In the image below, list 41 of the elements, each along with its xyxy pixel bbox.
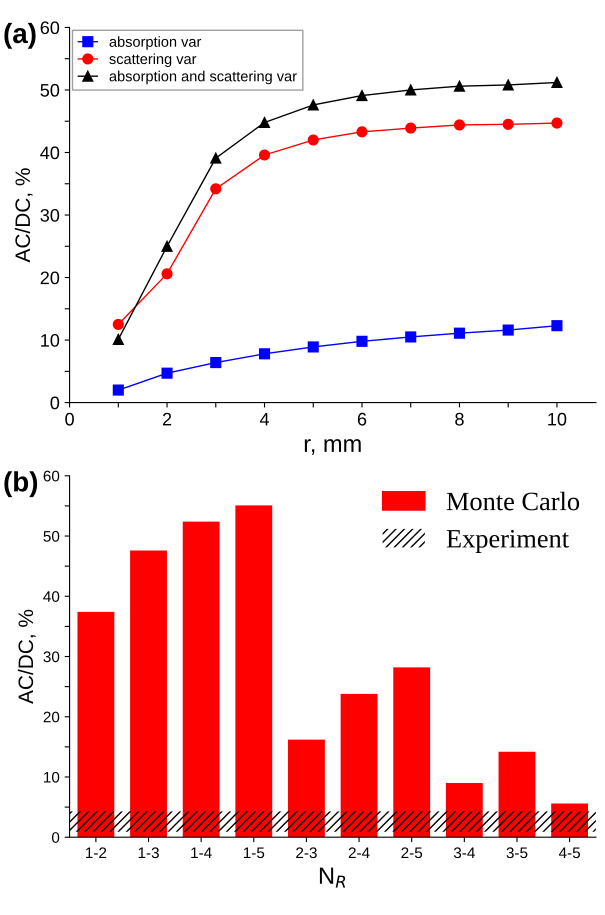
y-axis-title: AC/DC, % — [14, 168, 33, 262]
legend-label: Monte Carlo — [446, 492, 580, 510]
x-tick-label: 6 — [358, 412, 366, 426]
text: (b) — [4, 471, 38, 498]
legend-label: scattering var — [109, 53, 196, 68]
x-tick-label: 2 — [162, 412, 172, 426]
y-axis-title: AC/DC, % — [18, 610, 36, 704]
x-tick-label: 10 — [548, 412, 566, 426]
x-tick-label: 0 — [65, 412, 74, 426]
legend-label: absorption and scattering var — [110, 70, 297, 84]
x-tick-label: 2-4 — [348, 847, 370, 858]
x-tick-label: 1-3 — [138, 847, 159, 858]
x-tick-label: 4 — [260, 412, 270, 426]
x-tick-label: 2-3 — [296, 847, 317, 858]
x-tick-label: 3-4 — [454, 847, 475, 858]
y-tick-label: 20 — [44, 712, 60, 722]
x-tick-label: 1-4 — [191, 848, 212, 858]
x-tick-label: 8 — [455, 412, 464, 426]
y-tick-label: 60 — [44, 470, 60, 482]
x-axis-title: r, mm — [304, 439, 361, 455]
y-tick-label: 30 — [40, 208, 60, 222]
x-tick-label: 3-5 — [506, 847, 528, 858]
x-axis-title: N$_{R}$ — [320, 868, 346, 888]
x-tick-label: 1-2 — [86, 847, 106, 858]
y-tick-label: 10 — [44, 772, 60, 783]
y-tick-label: 40 — [43, 591, 60, 602]
y-tick-label: 40 — [40, 146, 60, 160]
y-tick-label: 60 — [40, 21, 60, 34]
x-tick-label: 4-5 — [558, 848, 580, 858]
x-tick-label: 2-5 — [401, 847, 422, 858]
y-tick-label: 0 — [52, 832, 60, 843]
y-tick-label: 50 — [40, 84, 60, 97]
legend-label: Experiment — [446, 530, 569, 554]
y-tick-label: 50 — [43, 530, 60, 542]
y-tick-label: 20 — [40, 271, 60, 284]
y-tick-label: 10 — [41, 334, 60, 347]
legend-label: absorption var — [110, 36, 202, 50]
text: (a) — [4, 22, 36, 49]
x-tick-label: 1-5 — [244, 848, 264, 858]
y-tick-label: 30 — [43, 651, 60, 662]
y-tick-label: 0 — [50, 396, 60, 410]
